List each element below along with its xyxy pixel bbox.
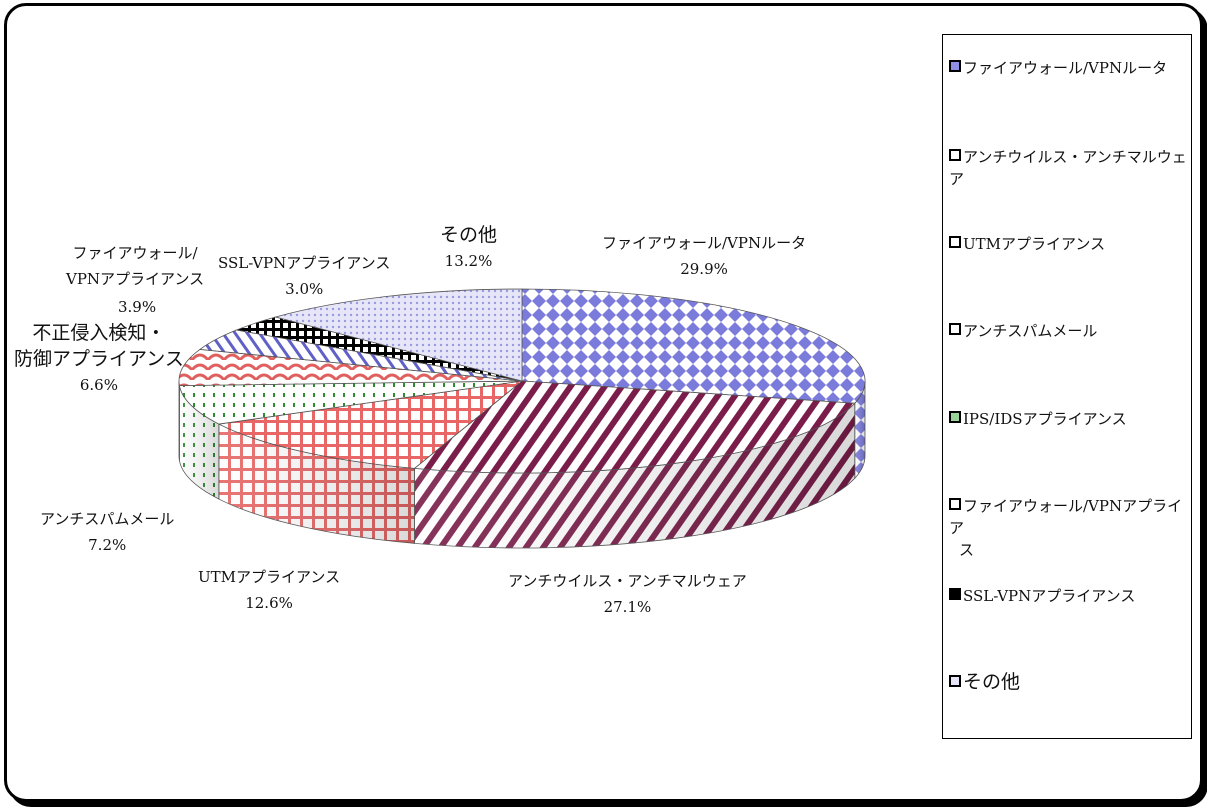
pie-side-shade-0 (854, 381, 865, 479)
label-fw-appliance-line2: VPNアプライアンス (66, 270, 205, 288)
pie-side-shade-3 (179, 385, 219, 500)
legend-swatch (949, 411, 961, 423)
label-utm-name: UTMアプライアンス (198, 568, 341, 586)
legend-label: アンチスパムメール (963, 322, 1098, 340)
pie-slice-4 (178, 348, 523, 387)
label-sslvpn-name: SSL-VPNアプライアンス (218, 254, 391, 272)
legend-label: UTMアプライアンス (963, 235, 1106, 253)
label-fw-router: ファイアウォール/VPNルータ 29.9% (602, 230, 806, 282)
pie-side-shade-2 (218, 424, 415, 544)
label-utm: UTMアプライアンス 12.6% (198, 564, 340, 616)
legend-swatch (949, 149, 961, 161)
legend-swatch (949, 60, 961, 72)
label-fw-appliance-value: 3.9% (118, 298, 157, 316)
legend-swatch (949, 588, 961, 600)
label-sslvpn-value: 3.0% (285, 280, 324, 298)
legend-swatch (949, 498, 961, 510)
label-fw-appliance-line1: ファイアウォール/ (72, 244, 198, 262)
legend-swatch (949, 236, 961, 248)
pie-slice-3 (178, 380, 523, 425)
legend-label: アンチウイルス・アンチマルウェア (949, 148, 1187, 188)
label-ips-line1: 不正侵入検知・ (32, 322, 166, 344)
legend-item-antivirus: アンチウイルス・アンチマルウェア (949, 146, 1189, 190)
pie-side-shade-1 (414, 403, 855, 548)
legend-label: ファイアウォール/VPNルータ (963, 59, 1168, 77)
legend-swatch (949, 323, 961, 335)
label-antispam-name: アンチスパムメール (40, 510, 175, 528)
legend-label: ファイアウォール/VPNアプライア (949, 497, 1183, 537)
label-ips-value: 6.6% (79, 376, 118, 394)
legend-label: SSL-VPNアプライアンス (963, 587, 1136, 605)
legend-item-antispam: アンチスパムメール (949, 320, 1189, 342)
chart-legend: ファイアウォール/VPNルータ アンチウイルス・アンチマルウェア UTMアプライ… (942, 34, 1192, 739)
label-utm-value: 12.6% (245, 594, 293, 612)
label-ips: 不正侵入検知・ 防御アプライアンス 6.6% (14, 320, 184, 398)
legend-item-other: その他 (949, 671, 1189, 693)
label-fw-appliance: ファイアウォール/ VPNアプライアンス 3.9% (66, 240, 205, 316)
label-antispam: アンチスパムメール 7.2% (40, 506, 174, 558)
legend-label-cont: ス (959, 541, 975, 559)
legend-item-utm: UTMアプライアンス (949, 233, 1189, 255)
legend-item-ips: IPS/IDSアプライアンス (949, 408, 1189, 430)
label-antivirus: アンチウイルス・アンチマルウェア 27.1% (508, 568, 747, 620)
label-antispam-value: 7.2% (88, 536, 127, 554)
label-antivirus-value: 27.1% (603, 598, 652, 616)
label-ips-line2: 防御アプライアンス (14, 348, 184, 370)
pie-slice-7 (274, 288, 523, 382)
label-other: その他 13.2% (440, 222, 497, 274)
label-other-name: その他 (440, 224, 498, 246)
label-fw-router-value: 29.9% (680, 260, 728, 278)
label-sslvpn: SSL-VPNアプライアンス 3.0% (218, 250, 390, 302)
legend-swatch (949, 675, 961, 687)
label-antivirus-name: アンチウイルス・アンチマルウェア (508, 572, 747, 590)
legend-label: その他 (963, 671, 1021, 693)
pie-slice-1 (413, 380, 856, 474)
pie-slice-2 (217, 380, 524, 469)
label-fw-router-name: ファイアウォール/VPNルータ (602, 234, 807, 252)
legend-label: IPS/IDSアプライアンス (963, 410, 1127, 428)
pie-slice-0 (521, 288, 866, 404)
legend-item-fw-appliance: ファイアウォール/VPNアプライア ス (949, 495, 1189, 561)
label-other-value: 13.2% (444, 252, 493, 270)
legend-item-sslvpn: SSL-VPNアプライアンス (949, 585, 1189, 607)
legend-item-fw-router: ファイアウォール/VPNルータ (949, 57, 1189, 79)
